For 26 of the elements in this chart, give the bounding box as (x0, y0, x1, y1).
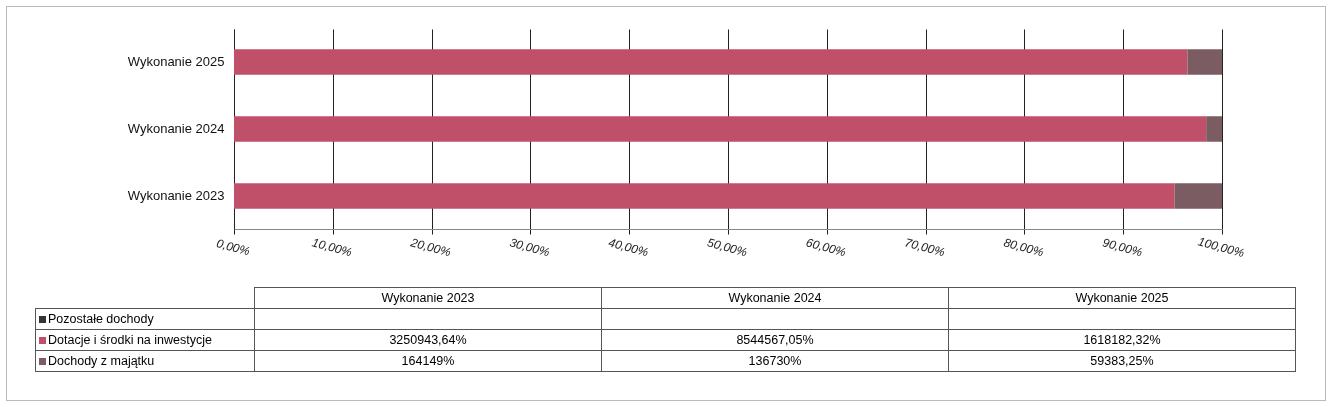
text: 8544567,05% (601, 329, 949, 351)
x-tick-label: 50,00% (705, 235, 749, 260)
x-tick-label: 20,00% (408, 235, 453, 260)
legend-label: Dotacje i środki na inwestycje (35, 329, 255, 351)
text: 136730% (601, 350, 949, 372)
y-tick-label: Wykonanie 2025 (127, 53, 225, 69)
x-tick-label: 70,00% (903, 235, 947, 260)
category-label: Wykonanie 2025 (1075, 291, 1169, 305)
x-tick-label: 30,00% (508, 235, 552, 260)
x-tick-label: 100,00% (1196, 234, 1247, 261)
text: 1618182,32% (948, 329, 1296, 351)
x-tick-label: 80,00% (1002, 235, 1046, 260)
x-tick-label: 0,00% (214, 236, 252, 259)
category-label: Wykonanie 2023 (381, 291, 475, 305)
x-tick-label: 60,00% (804, 235, 848, 260)
legend-label: Pozostałe dochody (35, 308, 255, 330)
text: 59383,25% (948, 350, 1296, 372)
y-tick-label: Wykonanie 2024 (127, 121, 225, 136)
text: 3250943,64% (254, 329, 602, 351)
legend-label: Dochody z majątku (35, 350, 255, 372)
x-tick-label: 10,00% (310, 235, 354, 260)
x-tick-label: 40,00% (606, 235, 651, 260)
y-tick-label: Wykonanie 2023 (127, 188, 225, 204)
category-label: Wykonanie 2024 (728, 291, 822, 305)
x-tick-label: 90,00% (1100, 235, 1145, 260)
text: 164149% (254, 350, 602, 372)
